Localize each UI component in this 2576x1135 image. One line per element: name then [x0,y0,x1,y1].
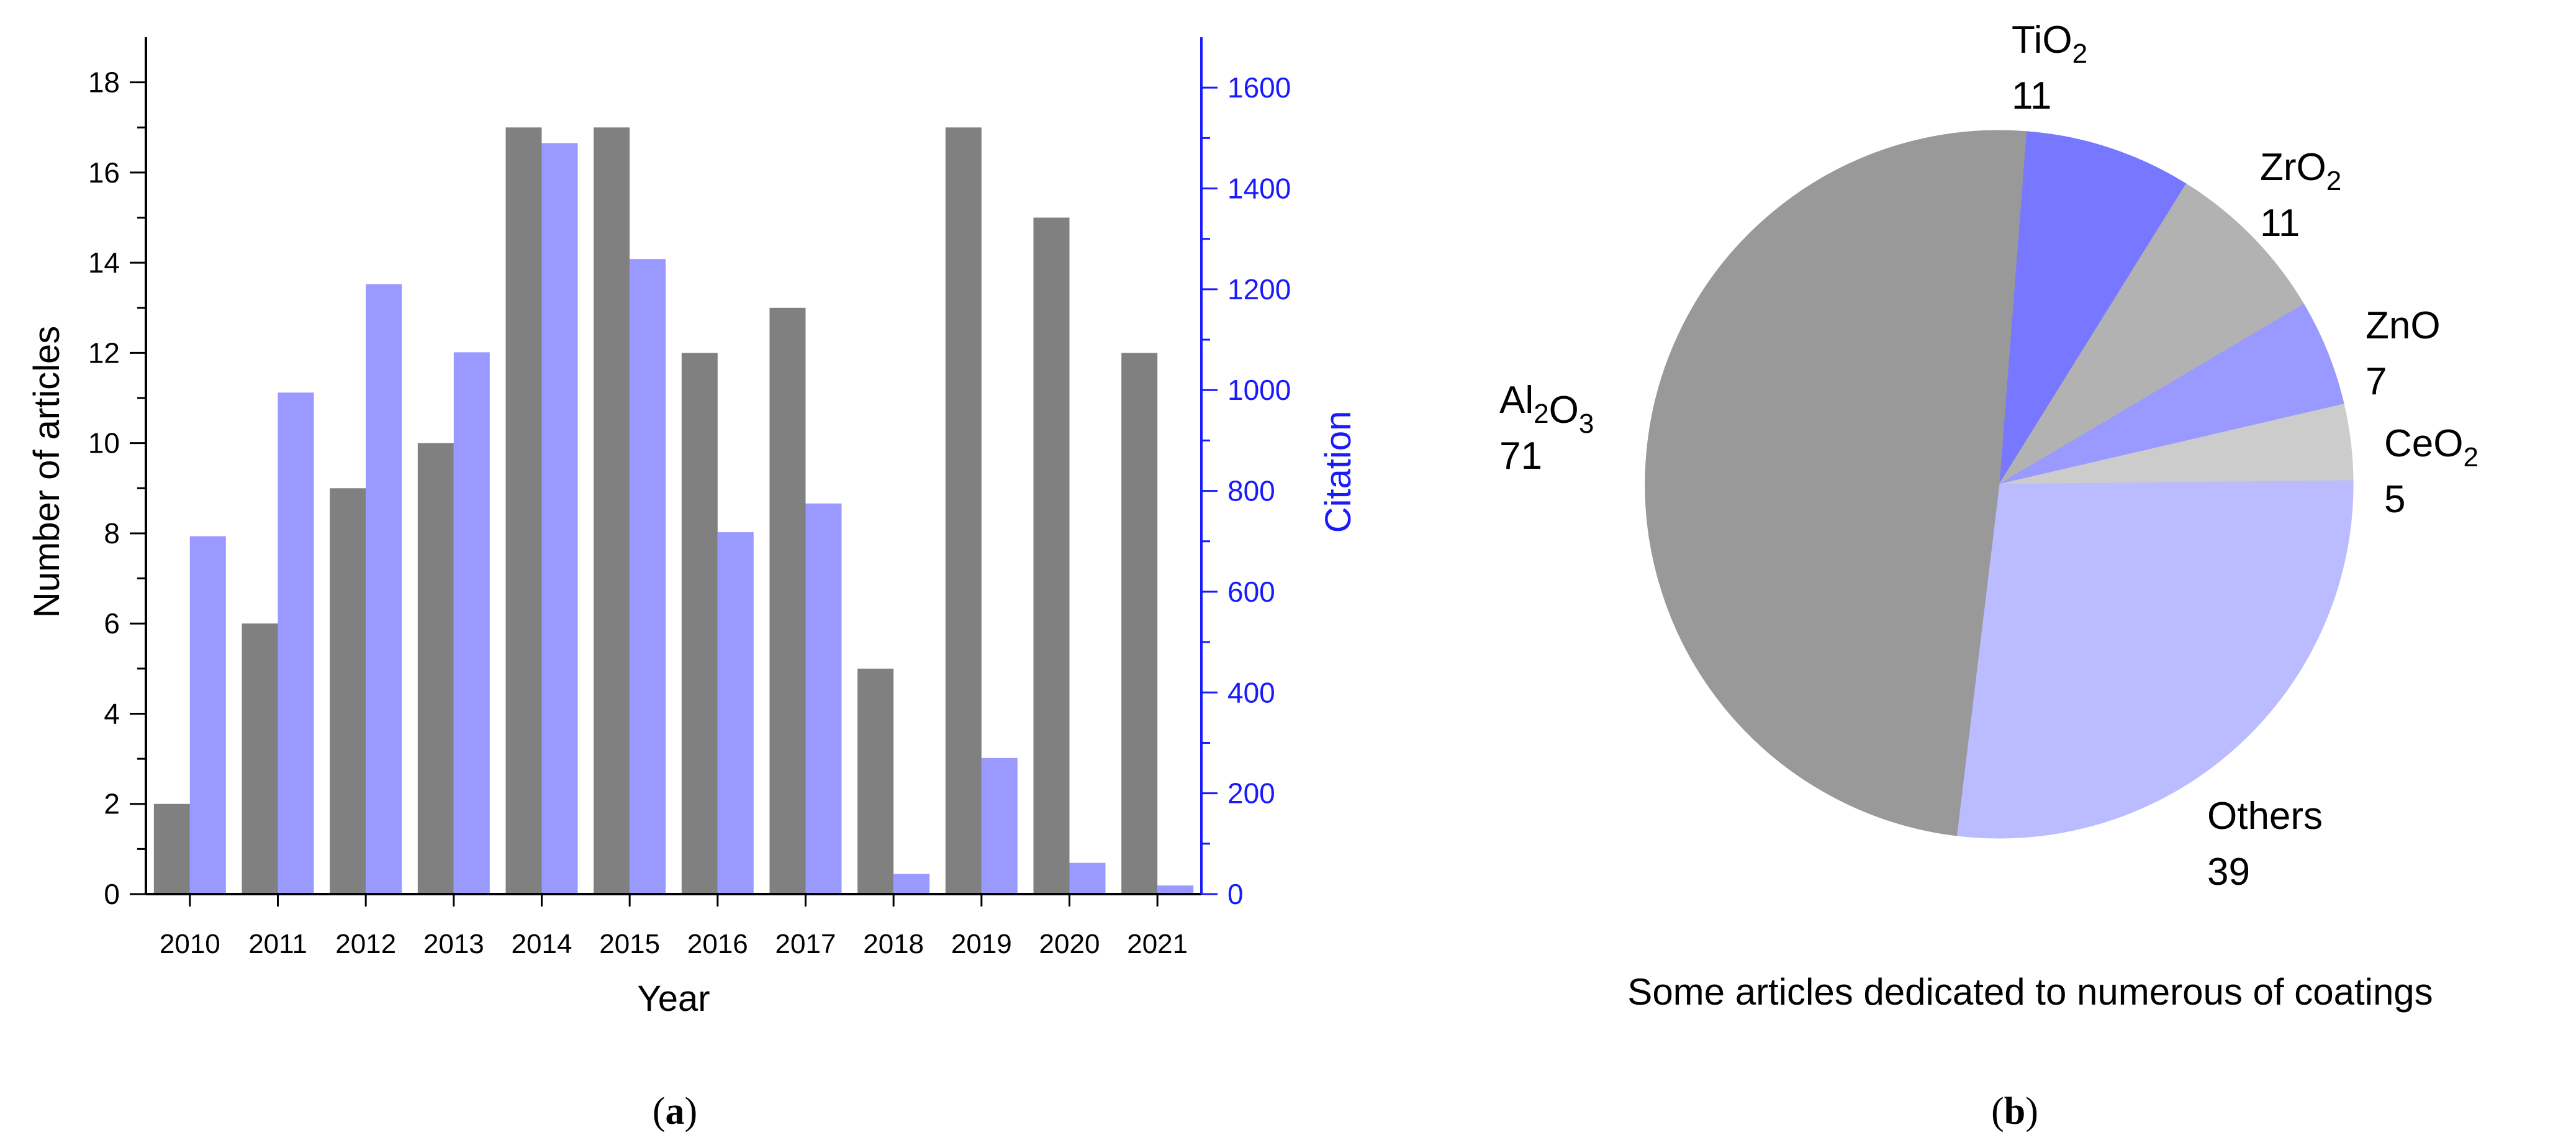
panel-label-b-close-paren: ) [2025,1090,2038,1133]
pie-slice-tio2 [1999,131,2187,485]
y-left-tick-label: 6 [104,607,120,640]
bar-citation-2020 [1069,862,1106,894]
bar-articles-2019 [945,127,982,894]
bar-articles-2018 [857,668,894,894]
x-tick-label-2013: 2013 [423,929,484,959]
y-right-tick-label: 1000 [1227,374,1291,406]
bar-citation-2010 [189,536,226,894]
x-tick-label-2017: 2017 [775,929,836,959]
slice-label-zno: ZnO [2366,304,2441,347]
slice-value-zro2: 11 [2260,202,2300,245]
y-left-tick-label: 0 [104,878,120,910]
panel-label-b-letter: b [2004,1090,2025,1133]
y-right-tick-label: 800 [1227,475,1275,507]
bar-citation-2021 [1157,885,1194,894]
slice-label-others: Others [2207,795,2323,838]
y-right-tick-label: 1400 [1227,173,1291,205]
panel-label-b: (b) [1991,1090,2038,1133]
y-left-tick-label: 16 [88,156,120,189]
y-left-tick-label: 10 [88,427,120,459]
slice-value-al2o3: 71 [1499,435,1542,477]
slice-label-ceo2: CeO2 [2384,422,2479,473]
bar-articles-2012 [330,488,366,894]
bar-citation-2019 [981,757,1018,894]
slice-value-zno: 7 [2366,360,2387,403]
slice-value-ceo2: 5 [2384,478,2405,521]
bar-articles-2021 [1121,353,1158,894]
x-tick-label-2012: 2012 [335,929,396,959]
slice-label-tio2: TiO2 [2012,19,2087,69]
bar-citation-2014 [541,143,578,894]
panel-label-a-open-paren: ( [653,1090,666,1133]
y-left-tick-label: 12 [88,337,120,369]
panel-label-a-close-paren: ) [685,1090,698,1133]
y-left-tick-label: 4 [104,697,120,730]
y-right-tick-label: 400 [1227,676,1275,708]
panel-label-b-open-paren: ( [1991,1090,2004,1133]
bar-citation-2011 [278,392,314,894]
y-right-tick-label: 0 [1227,878,1244,910]
bar-articles-2016 [681,353,718,894]
panel-label-a: (a) [653,1090,697,1133]
bar-articles-2011 [242,623,278,894]
pie-slice-al2o3 [1645,130,2027,836]
pie-slice-others [1956,480,2354,839]
bar-chart-panel: 2010 2011 2012 2013 2014 2015 2016 2017 2018 2019… [27,37,1358,1133]
bar-articles-2020 [1033,217,1070,894]
x-tick-label-2016: 2016 [687,929,748,959]
x-tick-label-2015: 2015 [599,929,660,959]
bar-articles-2010 [153,803,190,894]
svg-text:(b): (b) [1991,1090,2038,1133]
y-right-tick-label: 600 [1227,576,1275,608]
pie-slice-zro2 [1999,183,2305,485]
bar-citation-2017 [805,503,842,894]
bar-citation-2018 [893,874,930,894]
y-right-tick-label: 1600 [1227,71,1291,104]
x-tick-label-2018: 2018 [863,929,924,959]
x-tick-label-2021: 2021 [1127,929,1188,959]
axes: 2010 2011 2012 2013 2014 2015 2016 2017 2018 2019… [88,37,1291,959]
y-left-tick-label: 14 [88,246,120,279]
y-axis-left-title: Number of articles [27,326,67,618]
bar-citation-2016 [717,532,754,894]
slice-label-zro2: ZrO2 [2260,146,2341,196]
y-left-tick-label: 2 [104,788,120,820]
bar-citation-2015 [630,259,666,894]
bar-citation-2012 [366,284,402,894]
y-left-tick-label: 18 [88,66,120,99]
slice-value-others: 39 [2207,851,2250,893]
x-tick-label-2019: 2019 [951,929,1012,959]
pie-caption: Some articles dedicated to numerous of c… [1627,971,2433,1013]
x-tick-label-2020: 2020 [1039,929,1100,959]
bar-articles-2017 [769,307,806,895]
svg-text:(a): (a) [653,1090,697,1133]
x-tick-label-2010: 2010 [160,929,220,959]
pie-slices [1645,130,2354,839]
bar-articles-2015 [594,127,630,894]
slice-label-al2o3: Al2O3 [1499,379,1594,439]
bar-articles-2013 [417,443,454,894]
y-right-tick-label: 1200 [1227,273,1291,305]
bar-articles-2014 [505,127,542,894]
x-axis-title: Year [637,979,710,1019]
y-axis-right-title: Citation [1318,411,1358,533]
bar-citation-2013 [453,352,490,894]
slice-value-tio2: 11 [2012,75,2051,117]
bar-group [153,127,1194,895]
x-tick-label-2014: 2014 [512,929,572,959]
pie-slice-zno [1999,304,2344,485]
y-left-tick-label: 8 [104,517,120,549]
x-tick-label-2011: 2011 [248,929,307,959]
panel-label-a-letter: a [666,1090,685,1133]
y-right-tick-label: 200 [1227,777,1275,810]
